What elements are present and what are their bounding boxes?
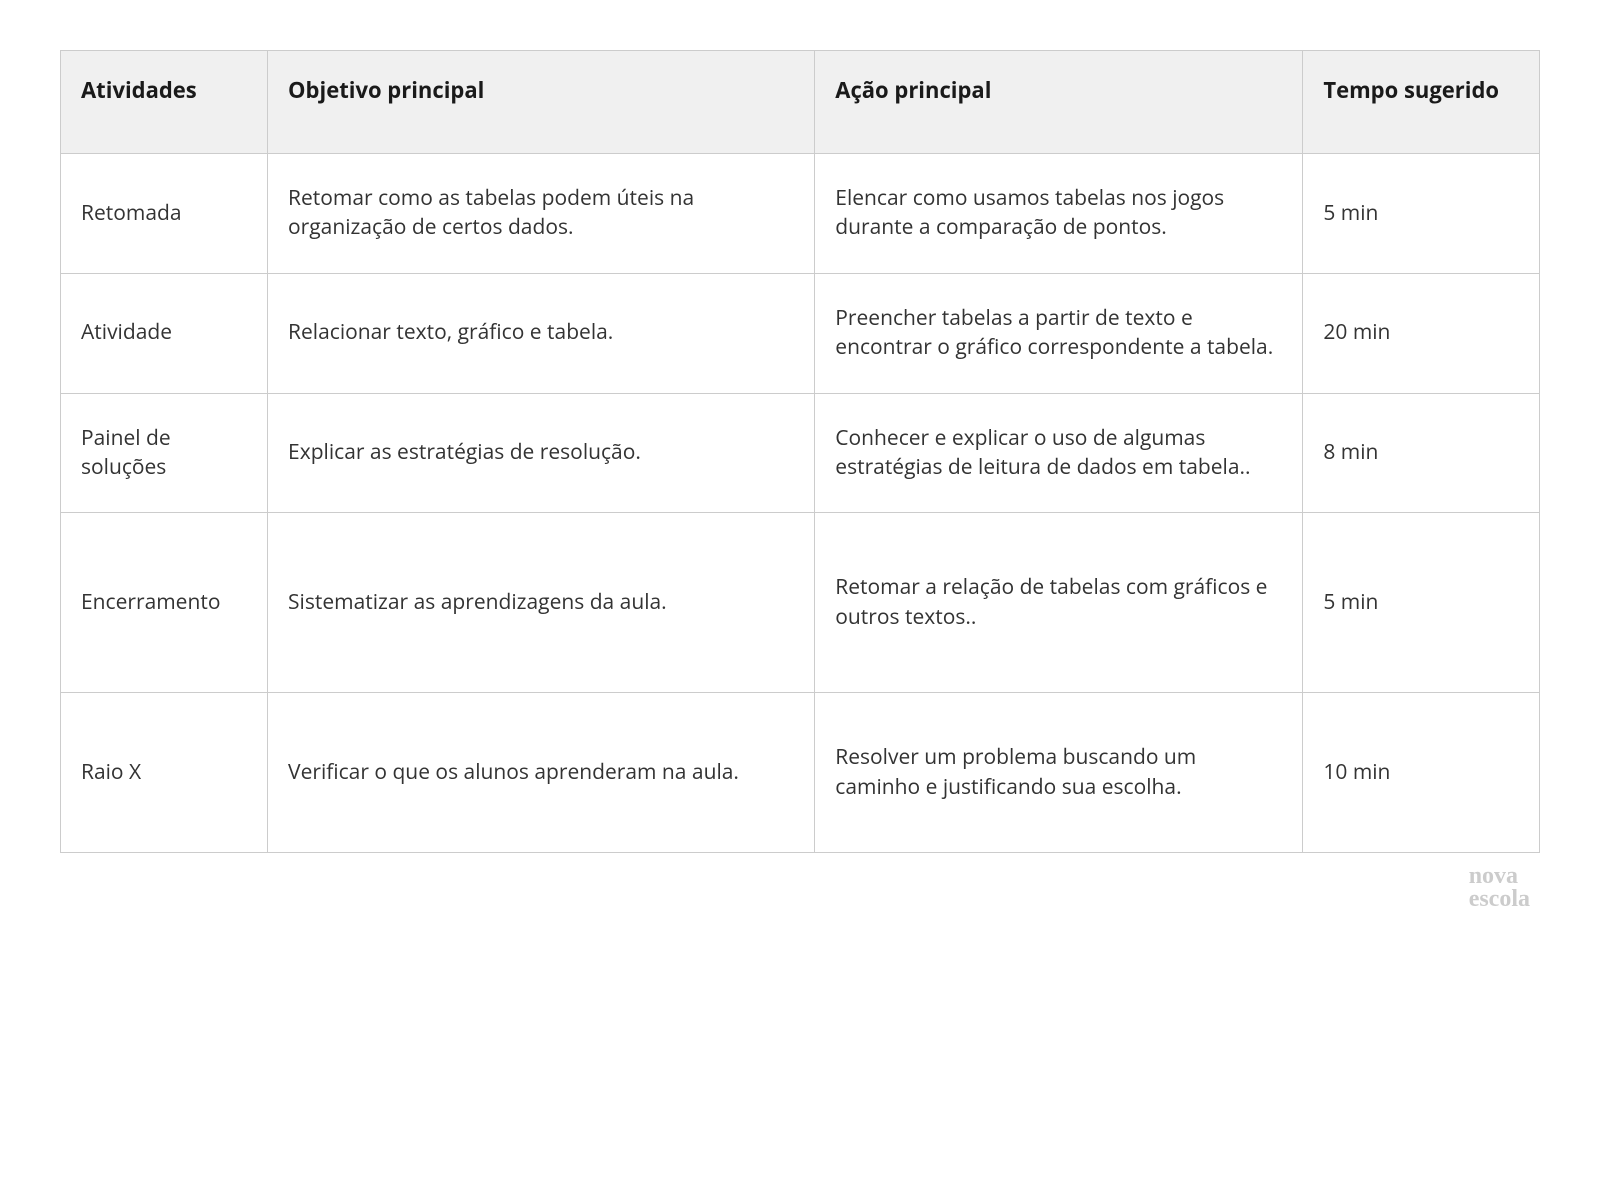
table-row: Retomada Retomar como as tabelas podem ú… [61, 154, 1540, 274]
cell-acao: Conhecer e explicar o uso de algumas est… [815, 393, 1303, 513]
table-row: Painel de soluções Explicar as estratégi… [61, 393, 1540, 513]
cell-tempo: 5 min [1303, 513, 1540, 693]
cell-objetivo: Explicar as estratégias de resolução. [268, 393, 815, 513]
col-header-atividades: Atividades [61, 51, 268, 154]
cell-atividades: Raio X [61, 693, 268, 853]
cell-objetivo: Verificar o que os alunos aprenderam na … [268, 693, 815, 853]
table-body: Retomada Retomar como as tabelas podem ú… [61, 154, 1540, 853]
cell-acao: Retomar a relação de tabelas com gráfico… [815, 513, 1303, 693]
cell-acao: Resolver um problema buscando um caminho… [815, 693, 1303, 853]
cell-atividades: Encerramento [61, 513, 268, 693]
table-header: Atividades Objetivo principal Ação princ… [61, 51, 1540, 154]
activities-table: Atividades Objetivo principal Ação princ… [60, 50, 1540, 853]
col-header-acao: Ação principal [815, 51, 1303, 154]
col-header-objetivo: Objetivo principal [268, 51, 815, 154]
cell-tempo: 8 min [1303, 393, 1540, 513]
logo-container: nova escola [60, 865, 1540, 911]
cell-acao: Preencher tabelas a partir de texto e en… [815, 273, 1303, 393]
cell-objetivo: Retomar como as tabelas podem úteis na o… [268, 154, 815, 274]
cell-atividades: Atividade [61, 273, 268, 393]
logo-line2: escola [1469, 886, 1530, 912]
cell-objetivo: Sistematizar as aprendizagens da aula. [268, 513, 815, 693]
table-header-row: Atividades Objetivo principal Ação princ… [61, 51, 1540, 154]
cell-atividades: Painel de soluções [61, 393, 268, 513]
col-header-tempo: Tempo sugerido [1303, 51, 1540, 154]
cell-acao: Elencar como usamos tabelas nos jogos du… [815, 154, 1303, 274]
cell-tempo: 10 min [1303, 693, 1540, 853]
table-row: Atividade Relacionar texto, gráfico e ta… [61, 273, 1540, 393]
table-row: Raio X Verificar o que os alunos aprende… [61, 693, 1540, 853]
cell-objetivo: Relacionar texto, gráfico e tabela. [268, 273, 815, 393]
table-row: Encerramento Sistematizar as aprendizage… [61, 513, 1540, 693]
cell-tempo: 20 min [1303, 273, 1540, 393]
cell-atividades: Retomada [61, 154, 268, 274]
cell-tempo: 5 min [1303, 154, 1540, 274]
nova-escola-logo: nova escola [1469, 865, 1530, 911]
